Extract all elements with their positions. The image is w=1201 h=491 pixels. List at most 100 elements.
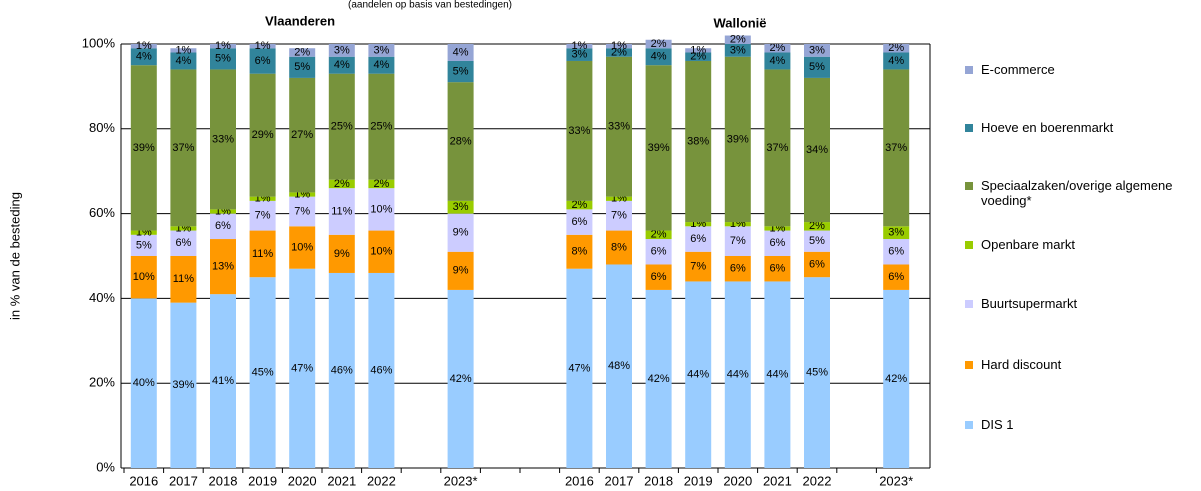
legend-swatch xyxy=(965,124,973,132)
bar-segment xyxy=(764,226,791,231)
bar-segment xyxy=(645,230,672,240)
bar-segment xyxy=(289,48,316,57)
bar-segment xyxy=(724,281,751,468)
data-label: 40% xyxy=(133,377,155,389)
bar-segment xyxy=(328,56,355,74)
legend-label: Hard discount xyxy=(981,357,1062,372)
x-tick-label: 2023* xyxy=(879,473,913,488)
bar-segment xyxy=(566,48,593,61)
data-label: 27% xyxy=(291,129,313,141)
bar-segment xyxy=(764,44,791,53)
bar-segment xyxy=(804,277,830,468)
bar-segment xyxy=(804,251,830,278)
data-label: 5% xyxy=(453,65,469,77)
bar-segment xyxy=(249,196,276,201)
data-label: 2% xyxy=(611,46,627,58)
data-label: 3% xyxy=(571,49,587,61)
bar-segment xyxy=(447,200,474,214)
data-label: 6% xyxy=(175,237,191,249)
bar-segment xyxy=(130,298,157,468)
data-label: 6% xyxy=(888,271,904,283)
bar-segment xyxy=(130,65,157,231)
data-label: 4% xyxy=(175,55,191,67)
bar-segment xyxy=(170,226,197,231)
bar-segment xyxy=(645,264,672,290)
y-tick-label: 60% xyxy=(89,205,115,220)
data-label: 29% xyxy=(252,129,274,141)
data-label: 9% xyxy=(453,265,469,277)
bar-segment xyxy=(764,52,791,70)
bar-segment xyxy=(883,264,910,290)
bar-segment xyxy=(210,209,236,214)
data-label: 11% xyxy=(252,248,273,260)
legend-item: Openbare markt xyxy=(965,237,1201,252)
data-label: 6% xyxy=(769,237,785,249)
legend-label: Buurtsupermarkt xyxy=(981,296,1078,311)
bar-segment xyxy=(764,230,791,256)
bar-segment xyxy=(883,289,910,468)
bar-segment xyxy=(685,251,712,282)
bar-segment xyxy=(606,264,632,468)
data-label: 6% xyxy=(255,55,271,67)
bar-segment xyxy=(804,230,830,252)
bar-segment xyxy=(447,289,474,468)
data-label: 7% xyxy=(255,210,271,222)
data-label: 38% xyxy=(687,135,709,147)
data-label: 39% xyxy=(172,379,194,391)
data-label: 2% xyxy=(334,178,350,190)
data-label: 1% xyxy=(690,44,706,56)
data-label: 33% xyxy=(608,121,630,133)
bar-segment xyxy=(645,39,672,49)
bar-segment xyxy=(328,234,355,273)
bar-segment xyxy=(606,56,632,197)
data-label: 7% xyxy=(690,261,706,273)
bar-segment xyxy=(804,77,830,223)
legend-label: Speciaalzaken/overige algemene voeding* xyxy=(981,178,1173,208)
data-label: 5% xyxy=(809,235,825,247)
legend-label: Openbare markt xyxy=(981,237,1075,252)
bar-segment xyxy=(130,234,157,256)
data-label: 45% xyxy=(806,367,828,379)
data-label: 3% xyxy=(888,227,904,239)
bar-segment xyxy=(606,44,632,49)
data-label: 4% xyxy=(136,51,152,63)
bar-segment xyxy=(724,35,751,44)
x-tick-label: 2019 xyxy=(248,473,277,488)
bar-segment xyxy=(249,230,276,278)
bar-segment xyxy=(606,48,632,57)
bar-segment xyxy=(289,192,316,197)
data-label: 7% xyxy=(611,210,627,222)
bar-segment xyxy=(883,52,910,70)
bar-segment xyxy=(210,69,236,210)
bar-segment xyxy=(368,56,395,74)
bar-segment xyxy=(764,69,791,227)
bar-segment xyxy=(130,44,157,49)
data-label: 6% xyxy=(690,233,706,245)
bar-segment xyxy=(566,209,593,235)
legend-swatch xyxy=(965,300,973,308)
data-label: 5% xyxy=(294,61,310,73)
bar-segment xyxy=(606,200,632,231)
data-label: 6% xyxy=(215,220,231,232)
data-label: 4% xyxy=(373,59,389,71)
x-tick-label: 2019 xyxy=(684,473,713,488)
data-label: 39% xyxy=(133,142,155,154)
bar-segment xyxy=(724,56,751,223)
data-label: 44% xyxy=(727,369,749,381)
bar-segment xyxy=(210,239,236,295)
x-tick-label: 2021 xyxy=(327,473,356,488)
bar-segment xyxy=(883,44,910,53)
bar-segment xyxy=(447,213,474,252)
data-label: 7% xyxy=(294,205,310,217)
bar-segment xyxy=(130,256,157,299)
data-label: 2% xyxy=(571,199,587,211)
bar-segment xyxy=(606,230,632,265)
data-label: 6% xyxy=(769,263,785,275)
bar-segment xyxy=(447,60,474,83)
data-label: 7% xyxy=(730,235,746,247)
bar-segment xyxy=(685,222,712,227)
legend-label: DIS 1 xyxy=(981,417,1014,432)
data-label: 2% xyxy=(769,42,785,54)
